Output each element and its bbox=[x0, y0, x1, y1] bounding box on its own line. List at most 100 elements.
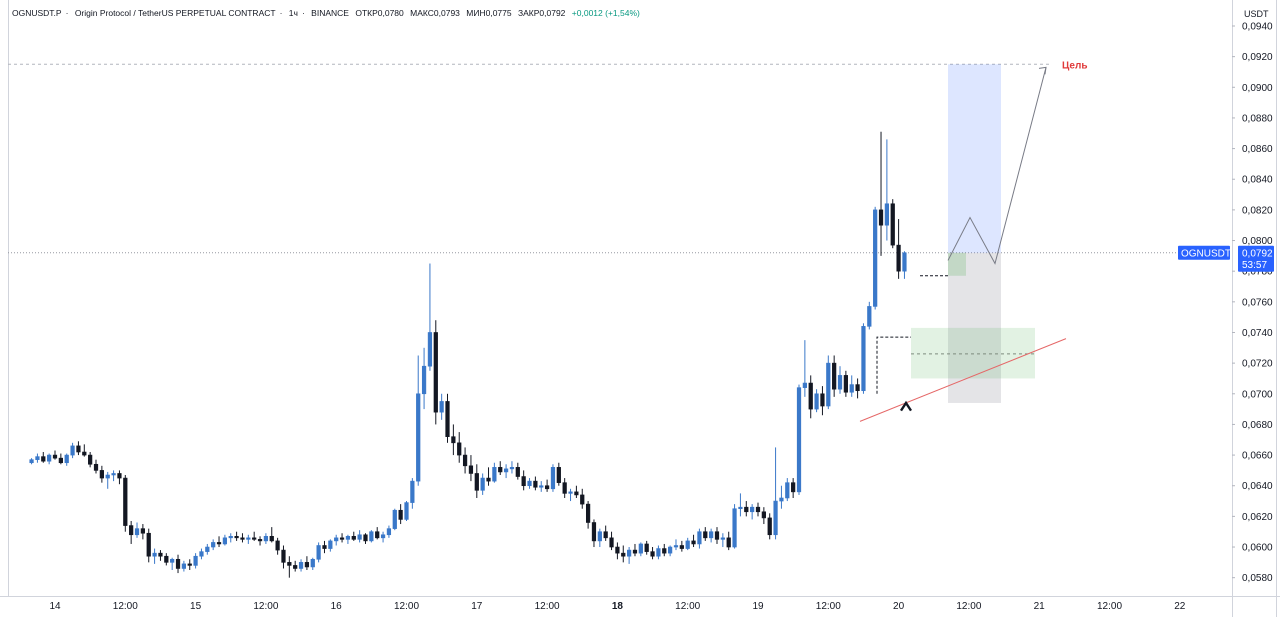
candle[interactable] bbox=[275, 537, 280, 555]
up-chevron-icon[interactable] bbox=[899, 400, 913, 412]
candle[interactable] bbox=[902, 251, 907, 279]
candle[interactable] bbox=[152, 548, 157, 564]
candle[interactable] bbox=[257, 536, 263, 546]
candle[interactable] bbox=[211, 539, 216, 551]
candle[interactable] bbox=[164, 553, 169, 566]
candle[interactable] bbox=[47, 453, 52, 465]
candle[interactable] bbox=[750, 504, 755, 520]
candle[interactable] bbox=[375, 527, 380, 540]
candle[interactable] bbox=[410, 478, 415, 509]
candle[interactable] bbox=[884, 139, 889, 241]
candle[interactable] bbox=[539, 481, 544, 492]
candle[interactable] bbox=[52, 450, 58, 460]
candle[interactable] bbox=[82, 444, 87, 457]
candle[interactable] bbox=[93, 459, 99, 474]
candle[interactable] bbox=[873, 206, 878, 310]
candle[interactable] bbox=[433, 320, 438, 425]
candle[interactable] bbox=[146, 528, 151, 563]
candle[interactable] bbox=[638, 542, 643, 557]
legend-interval[interactable]: 1ч bbox=[288, 8, 298, 18]
candle[interactable] bbox=[556, 462, 561, 486]
candle[interactable] bbox=[527, 478, 532, 489]
candle[interactable] bbox=[416, 355, 421, 486]
candle[interactable] bbox=[679, 540, 684, 552]
candle[interactable] bbox=[474, 464, 479, 498]
candle[interactable] bbox=[58, 453, 63, 465]
candle[interactable] bbox=[802, 340, 807, 397]
candle[interactable] bbox=[796, 384, 802, 495]
candle[interactable] bbox=[697, 528, 702, 549]
candle[interactable] bbox=[181, 560, 186, 572]
candle[interactable] bbox=[205, 543, 210, 555]
candle[interactable] bbox=[703, 527, 708, 541]
candle[interactable] bbox=[896, 219, 901, 279]
candle[interactable] bbox=[855, 378, 860, 399]
candle[interactable] bbox=[890, 199, 895, 249]
candle[interactable] bbox=[767, 513, 772, 540]
candle[interactable] bbox=[392, 508, 397, 531]
candle[interactable] bbox=[621, 545, 626, 563]
rising-trendline[interactable] bbox=[859, 338, 1067, 422]
candle[interactable] bbox=[515, 462, 520, 480]
candle[interactable] bbox=[88, 452, 93, 468]
candle[interactable] bbox=[480, 473, 485, 495]
candle[interactable] bbox=[779, 485, 784, 509]
time-axis[interactable]: 14 12:00 15 12:00 16 12:00 17 12:00 18 12:00 19 12:… bbox=[49, 601, 1185, 612]
support-zone-box[interactable] bbox=[911, 327, 1035, 379]
candle[interactable] bbox=[293, 560, 298, 572]
candle[interactable] bbox=[363, 533, 368, 544]
candle[interactable] bbox=[562, 478, 567, 498]
candle[interactable] bbox=[832, 355, 837, 397]
candle[interactable] bbox=[427, 263, 433, 371]
candle[interactable] bbox=[386, 525, 392, 538]
candle[interactable] bbox=[123, 475, 128, 532]
candle[interactable] bbox=[709, 528, 714, 543]
projected-path-arrow[interactable] bbox=[947, 67, 1047, 265]
candle[interactable] bbox=[498, 461, 503, 475]
candle[interactable] bbox=[117, 470, 122, 485]
candle[interactable] bbox=[70, 442, 75, 459]
candle[interactable] bbox=[843, 370, 848, 397]
candle[interactable] bbox=[345, 534, 351, 544]
candle[interactable] bbox=[439, 393, 444, 420]
candle[interactable] bbox=[726, 531, 731, 551]
candle[interactable] bbox=[550, 464, 556, 492]
candle[interactable] bbox=[732, 504, 737, 549]
candle[interactable] bbox=[421, 347, 427, 410]
candle[interactable] bbox=[785, 478, 790, 502]
legend-symbol[interactable]: OGNUSDT.P bbox=[12, 8, 62, 18]
candle[interactable] bbox=[861, 323, 866, 394]
candle[interactable] bbox=[808, 375, 813, 419]
candle[interactable] bbox=[263, 533, 269, 544]
candle[interactable] bbox=[644, 540, 649, 555]
candle[interactable] bbox=[650, 547, 655, 560]
candle[interactable] bbox=[486, 467, 491, 486]
candle[interactable] bbox=[585, 501, 591, 529]
candle[interactable] bbox=[632, 543, 638, 557]
candle[interactable] bbox=[533, 476, 538, 491]
candle[interactable] bbox=[580, 488, 585, 509]
candle[interactable] bbox=[755, 502, 761, 517]
candle[interactable] bbox=[369, 530, 374, 543]
candle[interactable] bbox=[627, 547, 632, 564]
candle[interactable] bbox=[451, 424, 456, 456]
candle[interactable] bbox=[298, 559, 304, 572]
candle[interactable] bbox=[597, 528, 602, 548]
candle[interactable] bbox=[134, 522, 140, 538]
candle[interactable] bbox=[603, 525, 608, 541]
candle[interactable] bbox=[744, 501, 749, 517]
candle[interactable] bbox=[380, 531, 386, 543]
candle[interactable] bbox=[357, 530, 362, 543]
candle[interactable] bbox=[468, 455, 474, 482]
candle[interactable] bbox=[105, 471, 110, 489]
entry-box-small[interactable] bbox=[948, 252, 966, 276]
candle[interactable] bbox=[849, 375, 854, 397]
candle[interactable] bbox=[521, 470, 526, 491]
candle[interactable] bbox=[240, 533, 245, 543]
candle[interactable] bbox=[351, 531, 356, 541]
candle[interactable] bbox=[820, 386, 825, 416]
candle[interactable] bbox=[791, 478, 796, 498]
candle[interactable] bbox=[691, 534, 696, 548]
candle[interactable] bbox=[738, 493, 743, 517]
candle[interactable] bbox=[445, 393, 450, 443]
